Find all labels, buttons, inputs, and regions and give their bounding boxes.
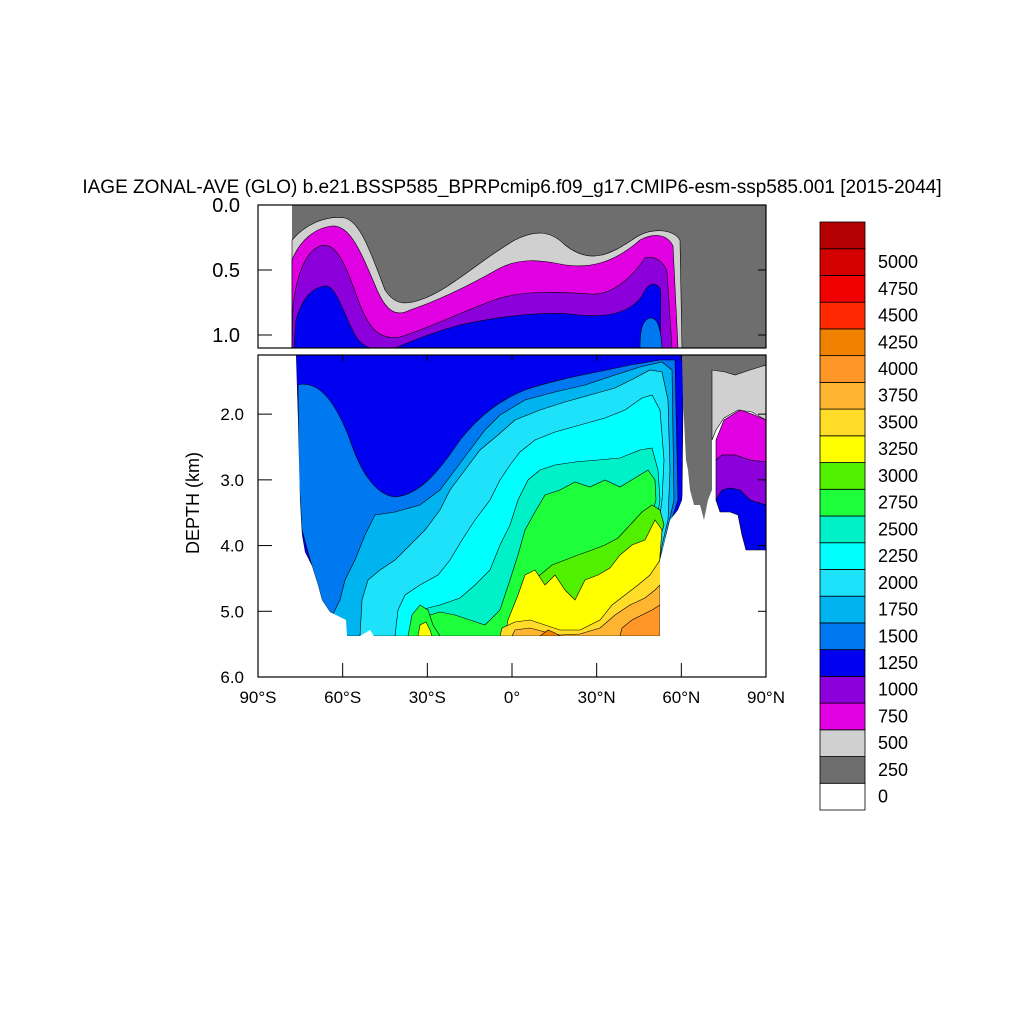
colorbar-label: 3750 bbox=[878, 386, 918, 406]
upper-panel-frame bbox=[257, 204, 767, 349]
arctic-band-500 bbox=[711, 364, 766, 441]
x-tick-label: 30°S bbox=[409, 688, 446, 707]
x-tick-label: 90°S bbox=[239, 688, 276, 707]
colorbar-swatch bbox=[819, 408, 866, 437]
x-tick-label: 60°S bbox=[324, 688, 361, 707]
colorbar-swatch bbox=[819, 729, 866, 757]
colorbar-label: 1000 bbox=[878, 680, 918, 700]
colorbar-swatch bbox=[819, 275, 866, 303]
y-tick-label-lower: 4.0 bbox=[220, 537, 244, 556]
colorbar-swatch bbox=[819, 756, 866, 784]
colorbar-swatch bbox=[819, 675, 866, 704]
colorbar-label: 1250 bbox=[878, 653, 918, 673]
colorbar-swatch bbox=[819, 542, 866, 570]
colorbar-swatch bbox=[819, 649, 866, 677]
colorbar-swatch bbox=[819, 622, 866, 651]
seafloor-mask bbox=[258, 355, 766, 677]
y-tick-label-upper: 1.0 bbox=[212, 325, 240, 347]
upper-panel bbox=[258, 205, 766, 348]
colorbar-swatch bbox=[819, 248, 866, 276]
colorbar-label: 750 bbox=[878, 706, 908, 726]
colorbar-label: 4750 bbox=[878, 279, 918, 299]
colorbar-swatch bbox=[819, 355, 866, 383]
colorbar-label: 4000 bbox=[878, 359, 918, 379]
colorbar-swatch bbox=[819, 328, 866, 357]
colorbar-label: 1500 bbox=[878, 626, 918, 646]
colorbar-label: 2750 bbox=[878, 493, 918, 513]
y-axis-label: DEPTH (km) bbox=[183, 452, 203, 554]
colorbar-label: 500 bbox=[878, 733, 908, 753]
x-tick-label: 0° bbox=[504, 688, 520, 707]
y-tick-label-upper: 0.0 bbox=[212, 195, 240, 217]
y-tick-label-upper: 0.5 bbox=[212, 260, 240, 282]
colorbar-swatch bbox=[819, 381, 866, 410]
colorbar-swatch bbox=[819, 488, 866, 517]
colorbar-swatch bbox=[819, 702, 866, 731]
colorbar-swatch bbox=[819, 435, 866, 463]
colorbar-swatch bbox=[819, 301, 866, 330]
x-tick-label: 30°N bbox=[578, 688, 616, 707]
colorbar-label: 2500 bbox=[878, 519, 918, 539]
colorbar-label: 4250 bbox=[878, 332, 918, 352]
colorbar-label: 250 bbox=[878, 760, 908, 780]
colorbar-label: 5000 bbox=[878, 252, 918, 272]
colorbar-swatch bbox=[819, 515, 866, 544]
colorbar-swatch bbox=[819, 595, 866, 624]
arctic-grey-region bbox=[682, 355, 766, 520]
lower-panel bbox=[258, 355, 766, 677]
colorbar-label: 0 bbox=[878, 787, 888, 807]
colorbar-swatch bbox=[819, 569, 866, 597]
chart-title: IAGE ZONAL-AVE (GLO) b.e21.BSSP585_BPRPc… bbox=[82, 177, 941, 198]
y-tick-label-lower: 2.0 bbox=[220, 405, 244, 424]
colorbar-label: 3250 bbox=[878, 439, 918, 459]
colorbar-label: 2000 bbox=[878, 573, 918, 593]
contour-band-3750-lower bbox=[511, 584, 661, 637]
colorbar-label: 4500 bbox=[878, 306, 918, 326]
x-tick-label: 60°N bbox=[662, 688, 700, 707]
colorbar: 0 250 500 750 1000 1250 1500 1750 2000 2250 2500 27… bbox=[819, 221, 918, 811]
contour-band-1250-upper bbox=[293, 283, 662, 348]
colorbar-label: 2250 bbox=[878, 546, 918, 566]
y-tick-label-lower: 3.0 bbox=[220, 471, 244, 490]
colorbar-swatch bbox=[819, 221, 866, 250]
colorbar-label: 1750 bbox=[878, 600, 918, 620]
colorbar-swatch bbox=[819, 462, 866, 490]
x-tick-label: 90°N bbox=[747, 688, 785, 707]
arctic-band-1250 bbox=[715, 487, 766, 551]
contour-band-1500-upper bbox=[639, 317, 663, 348]
colorbar-label: 3500 bbox=[878, 412, 918, 432]
colorbar-swatch bbox=[819, 782, 866, 811]
y-tick-label-lower: 5.0 bbox=[220, 602, 244, 621]
y-tick-label-lower: 6.0 bbox=[220, 668, 244, 687]
colorbar-label: 3000 bbox=[878, 466, 918, 486]
axes-layer: 90°S 60°S 30°S 0° 30°N 60°N 90°N 0.0 0.5 1.0 2.0 3.… bbox=[212, 195, 785, 707]
